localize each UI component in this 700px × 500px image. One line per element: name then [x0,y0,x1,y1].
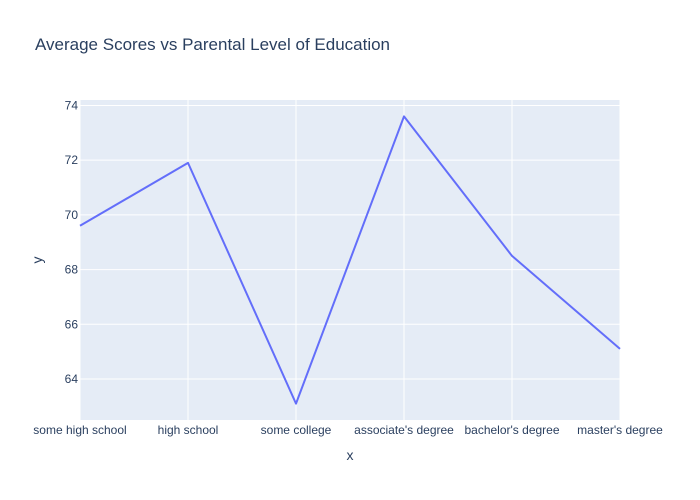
x-tick-label: some college [261,423,332,437]
gridlines [79,100,621,420]
y-tick-label: 72 [65,153,79,167]
y-tick-label: 66 [65,317,79,331]
series-line [79,115,621,405]
x-tick-label: master's degree [577,423,663,437]
tick-labels: some high school high school some college a… [33,98,663,437]
series-layer [79,115,621,405]
y-tick-label: 64 [65,372,79,386]
y-tick-label: 68 [65,263,79,277]
y-tick-label: 74 [65,98,79,112]
y-tick-label: 70 [65,208,79,222]
y-axis-title: y [29,257,45,264]
x-tick-label: bachelor's degree [464,423,559,437]
x-tick-label: high school [158,423,219,437]
chart-title: Average Scores vs Parental Level of Educ… [35,35,390,54]
x-axis-title: x [347,447,354,463]
x-tick-label: some high school [33,423,126,437]
x-tick-label: associate's degree [354,423,454,437]
